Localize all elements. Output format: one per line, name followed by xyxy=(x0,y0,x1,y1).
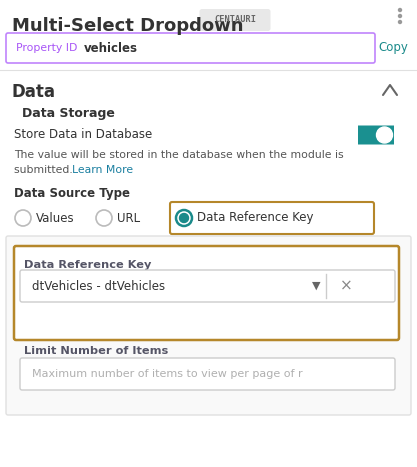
Text: submitted.: submitted. xyxy=(14,165,76,175)
FancyBboxPatch shape xyxy=(20,270,395,302)
FancyBboxPatch shape xyxy=(170,202,374,234)
Circle shape xyxy=(179,213,188,222)
Circle shape xyxy=(377,127,392,143)
FancyBboxPatch shape xyxy=(20,358,395,390)
Text: Learn More: Learn More xyxy=(72,165,133,175)
Text: Data Reference Key: Data Reference Key xyxy=(197,212,314,225)
FancyBboxPatch shape xyxy=(6,236,411,415)
Text: Limit Number of Items: Limit Number of Items xyxy=(24,346,168,356)
Text: Data: Data xyxy=(12,83,56,101)
Text: ▼: ▼ xyxy=(312,281,321,291)
Text: Values: Values xyxy=(36,212,75,225)
Text: Multi-Select Dropdown: Multi-Select Dropdown xyxy=(12,17,244,35)
Text: URL: URL xyxy=(117,212,140,225)
Text: Maximum number of items to view per page of r: Maximum number of items to view per page… xyxy=(32,369,303,379)
Text: vehicles: vehicles xyxy=(84,42,138,55)
Text: The value will be stored in the database when the module is: The value will be stored in the database… xyxy=(14,150,344,160)
Text: Property ID: Property ID xyxy=(16,43,78,53)
Circle shape xyxy=(399,21,402,23)
Text: ×: × xyxy=(340,278,353,293)
Circle shape xyxy=(399,8,402,12)
Circle shape xyxy=(399,14,402,17)
Text: dtVehicles - dtVehicles: dtVehicles - dtVehicles xyxy=(32,280,165,292)
FancyBboxPatch shape xyxy=(6,33,375,63)
FancyBboxPatch shape xyxy=(199,9,271,31)
FancyBboxPatch shape xyxy=(358,126,394,144)
Text: CENTAURI: CENTAURI xyxy=(214,15,256,24)
Text: Data Storage: Data Storage xyxy=(22,106,115,120)
FancyBboxPatch shape xyxy=(14,246,399,340)
Text: Copy: Copy xyxy=(378,42,408,55)
Text: Store Data in Database: Store Data in Database xyxy=(14,128,152,142)
Text: Data Reference Key: Data Reference Key xyxy=(24,260,151,270)
Text: Data Source Type: Data Source Type xyxy=(14,187,130,200)
